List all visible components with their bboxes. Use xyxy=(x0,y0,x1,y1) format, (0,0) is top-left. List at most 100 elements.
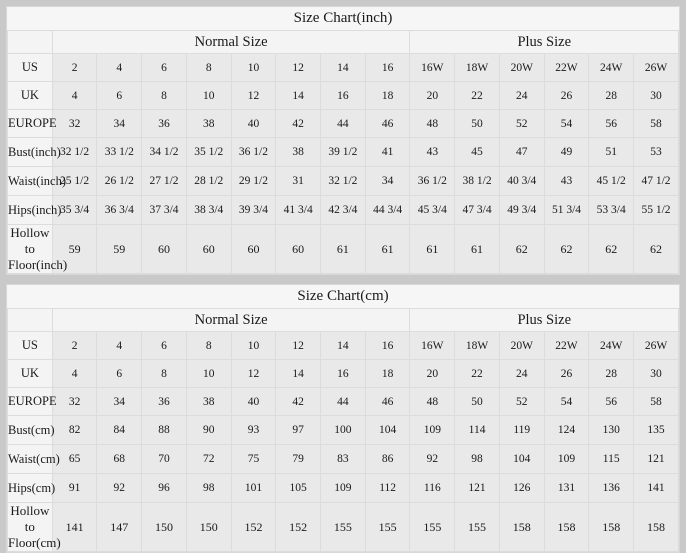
table-cell: 109 xyxy=(409,415,456,445)
row-label: Bust(inch) xyxy=(7,137,61,167)
table-cell: 22W xyxy=(543,53,590,82)
table-cell: 6 xyxy=(96,81,143,110)
table-cell: 51 xyxy=(588,137,635,167)
table-cell: 70 xyxy=(141,444,187,474)
table-cell: 79 xyxy=(275,444,322,474)
table-cell: 12 xyxy=(230,81,277,110)
table-cell: 155 xyxy=(320,502,366,552)
table-cell: 4 xyxy=(96,331,143,360)
row-label: Waist(inch) xyxy=(7,166,66,196)
table-cell: 45 3/4 xyxy=(409,195,456,225)
table-cell: 104 xyxy=(364,415,411,445)
size-chart-inch: Size Chart(inch) Normal Size Plus Size U… xyxy=(6,6,680,275)
row-label: UK xyxy=(7,359,53,388)
table-cell: 130 xyxy=(588,415,635,445)
row-label: Hollow to Floor(inch) xyxy=(7,224,68,274)
table-cell: 18W xyxy=(454,53,500,82)
size-chart-cm: Size Chart(cm) Normal Size Plus Size US 2… xyxy=(6,284,680,553)
chart-title-inch: Size Chart(inch) xyxy=(7,7,679,31)
table-cell: 31 xyxy=(275,166,322,196)
table-cell: 62 xyxy=(498,224,545,274)
table-cell: 52 xyxy=(498,109,545,138)
table-cell: 4 xyxy=(51,81,98,110)
table-cell: 43 xyxy=(543,166,590,196)
table-cell: 26W xyxy=(633,331,679,360)
corner-cell-cm xyxy=(7,308,53,332)
table-row: UK 4 6 8 10 12 14 16 18 20 22 24 26 28 30 xyxy=(7,359,679,388)
table-cell: 34 1/2 xyxy=(141,137,187,167)
table-cell: 45 1/2 xyxy=(588,166,635,196)
table-row: EUROPE 32 34 36 38 40 42 44 46 48 50 52 54 56 58 xyxy=(7,109,679,138)
group-header-normal-cm: Normal Size xyxy=(51,308,411,332)
table-cell: 150 xyxy=(185,502,232,552)
table-cell: 45 xyxy=(454,137,500,167)
table-cell: 126 xyxy=(498,473,545,503)
size-table-cm: Size Chart(cm) Normal Size Plus Size US 2… xyxy=(7,285,679,552)
table-cell: 61 xyxy=(409,224,456,274)
table-cell: 36 xyxy=(141,109,187,138)
table-row: Bust(cm) 82 84 88 90 93 97 100 104 109 114 119 124 13… xyxy=(7,415,679,445)
table-cell: 155 xyxy=(364,502,411,552)
table-row: Waist(cm) 65 68 70 72 75 79 83 86 92 98 104 109 115 12… xyxy=(7,444,679,474)
table-cell: 24 xyxy=(498,359,545,388)
table-cell: 44 xyxy=(320,387,366,416)
table-cell: 62 xyxy=(633,224,679,274)
table-cell: 62 xyxy=(588,224,635,274)
table-cell: 16W xyxy=(409,331,456,360)
table-cell: 104 xyxy=(498,444,545,474)
row-label: Hips(cm) xyxy=(7,473,55,503)
table-cell: 158 xyxy=(498,502,545,552)
table-cell: 60 xyxy=(275,224,322,274)
table-cell: 38 xyxy=(275,137,322,167)
table-cell: 16 xyxy=(364,53,411,82)
title-row: Size Chart(inch) xyxy=(7,7,679,31)
table-cell: 6 xyxy=(141,53,187,82)
table-cell: 42 xyxy=(275,109,322,138)
table-cell: 72 xyxy=(185,444,232,474)
table-cell: 20W xyxy=(498,331,545,360)
table-cell: 14 xyxy=(275,359,322,388)
table-cell: 82 xyxy=(51,415,98,445)
table-cell: 46 xyxy=(364,109,411,138)
table-cell: 158 xyxy=(588,502,635,552)
table-cell: 84 xyxy=(96,415,143,445)
table-cell: 152 xyxy=(275,502,322,552)
table-cell: 32 1/2 xyxy=(51,137,98,167)
table-cell: 109 xyxy=(320,473,366,503)
table-cell: 100 xyxy=(320,415,366,445)
table-cell: 40 xyxy=(230,109,277,138)
table-cell: 32 xyxy=(51,387,98,416)
group-header-row: Normal Size Plus Size xyxy=(7,30,679,54)
size-table-cm-body: Size Chart(cm) Normal Size Plus Size US 2… xyxy=(7,285,679,552)
corner-cell-inch xyxy=(7,30,53,54)
row-label: EUROPE xyxy=(7,387,57,416)
table-cell: 58 xyxy=(633,109,679,138)
row-label: UK xyxy=(7,81,53,110)
table-cell: 59 xyxy=(96,224,143,274)
table-cell: 27 1/2 xyxy=(141,166,187,196)
table-cell: 34 xyxy=(364,166,411,196)
table-cell: 10 xyxy=(185,359,232,388)
table-cell: 55 1/2 xyxy=(633,195,679,225)
table-cell: 2 xyxy=(51,331,98,360)
table-cell: 18 xyxy=(364,81,411,110)
table-cell: 51 3/4 xyxy=(543,195,590,225)
table-cell: 86 xyxy=(364,444,411,474)
table-cell: 26 1/2 xyxy=(96,166,143,196)
table-cell: 114 xyxy=(454,415,500,445)
table-cell: 124 xyxy=(543,415,590,445)
table-cell: 105 xyxy=(275,473,322,503)
table-cell: 40 3/4 xyxy=(498,166,545,196)
table-cell: 32 1/2 xyxy=(320,166,366,196)
table-cell: 39 3/4 xyxy=(230,195,277,225)
table-cell: 88 xyxy=(141,415,187,445)
size-table-inch: Size Chart(inch) Normal Size Plus Size U… xyxy=(7,7,679,274)
table-cell: 35 1/2 xyxy=(185,137,232,167)
row-label: Hollow to Floor(cm) xyxy=(7,502,61,552)
table-cell: 24W xyxy=(588,53,635,82)
table-cell: 36 1/2 xyxy=(230,137,277,167)
table-cell: 29 1/2 xyxy=(230,166,277,196)
table-cell: 4 xyxy=(96,53,143,82)
table-cell: 34 xyxy=(96,109,143,138)
table-cell: 158 xyxy=(633,502,679,552)
